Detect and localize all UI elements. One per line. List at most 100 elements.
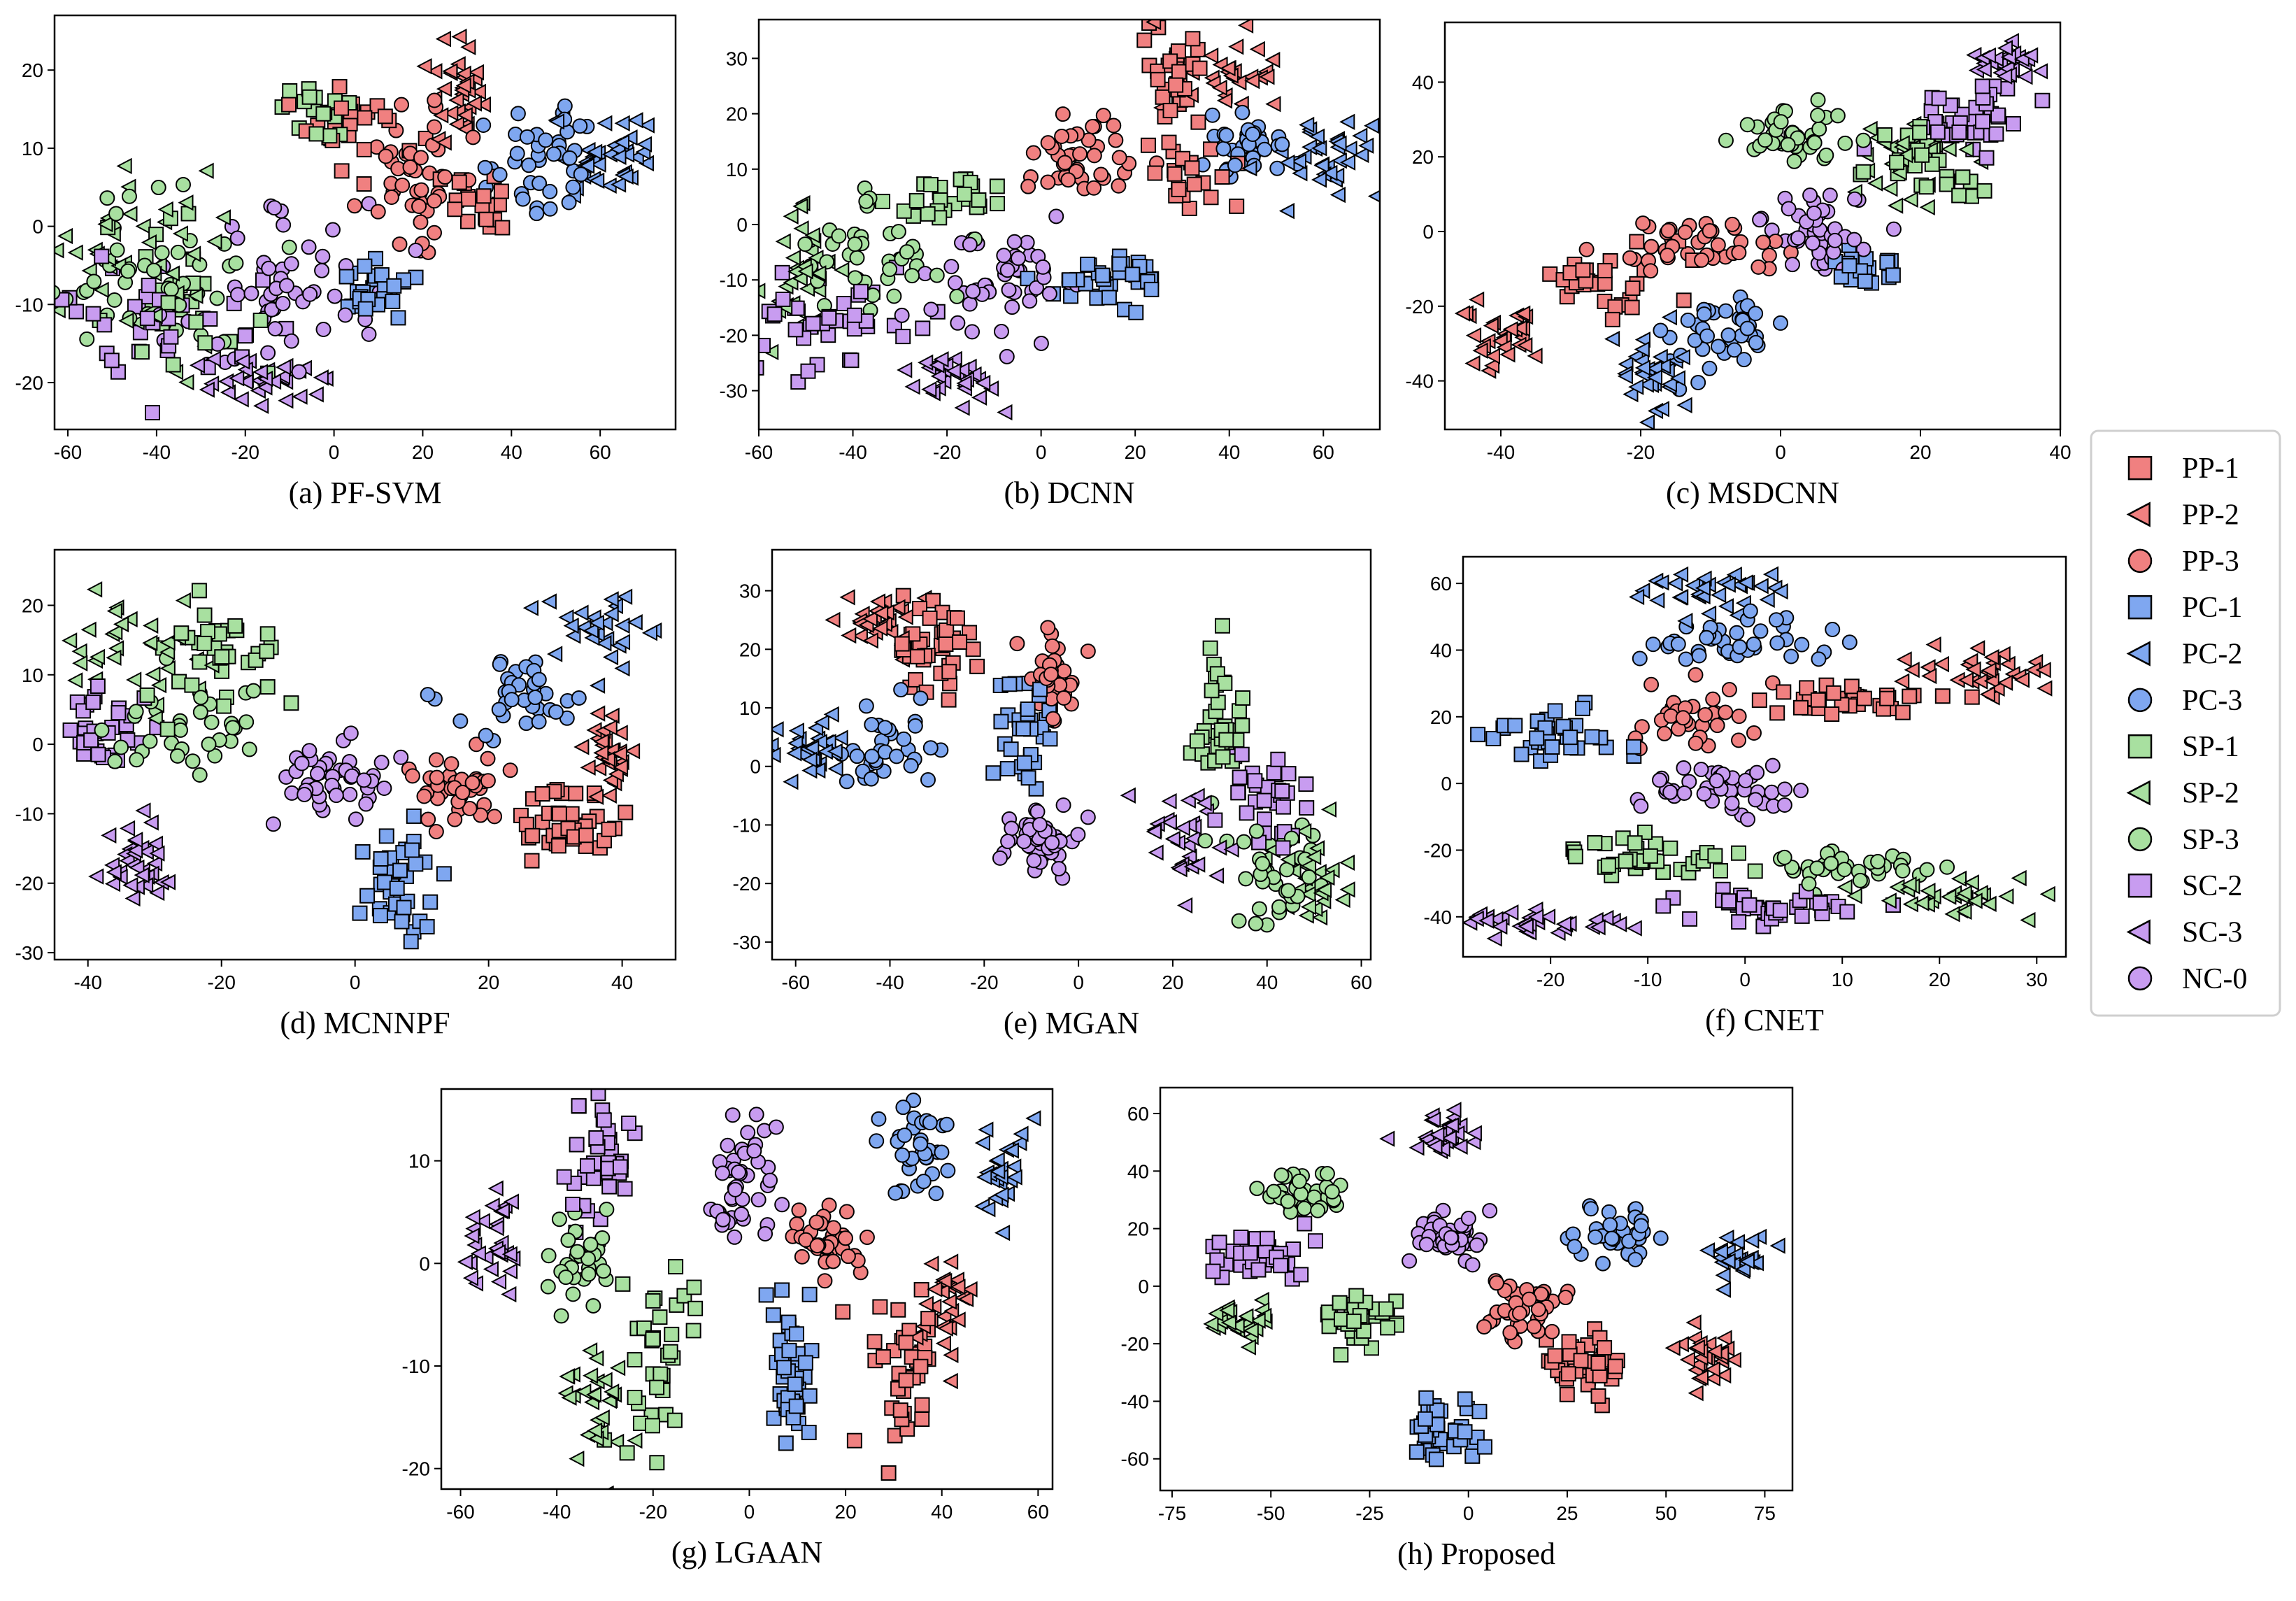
y-tick-label: -10: [720, 269, 748, 291]
data-point-sp-3: [108, 206, 124, 222]
data-point-pc-2: [1653, 574, 1669, 591]
data-point-sp-1: [1707, 848, 1723, 864]
data-point-pp-3: [443, 756, 459, 772]
data-point-sp-2: [585, 1386, 602, 1403]
data-point-pp-3: [1697, 707, 1713, 723]
data-point-sp-2: [1958, 141, 1974, 158]
data-point-sp-1: [184, 677, 200, 693]
data-point-sp-3: [904, 268, 920, 284]
data-point-sc-2: [596, 1112, 612, 1128]
data-point-pp-1: [1192, 60, 1208, 76]
data-point-nc-0: [314, 262, 330, 278]
data-point-pc-3: [509, 145, 525, 162]
data-point-sp-1: [159, 721, 176, 737]
data-point-sp-2: [1238, 1308, 1254, 1325]
data-point-sp-2: [1339, 881, 1355, 898]
data-point-pc-2: [1676, 397, 1692, 413]
data-point-pc-2: [994, 1224, 1011, 1241]
data-point-nc-0: [1633, 798, 1649, 814]
data-point-sc-2: [569, 1137, 585, 1153]
data-point-nc-0: [715, 1211, 731, 1228]
data-point-sp-1: [165, 357, 181, 373]
data-point-pc-3: [903, 757, 919, 774]
data-point-pc-3: [1670, 636, 1686, 652]
data-point-sc-2: [2005, 115, 2021, 131]
plot-area: [759, 20, 1380, 429]
data-point-sc-2: [110, 705, 127, 721]
data-point-nc-0: [1764, 757, 1781, 774]
legend-item-pp-3: PP-3: [2127, 546, 2239, 578]
data-point-sc-2: [85, 695, 101, 711]
data-point-sc-3: [1425, 1111, 1441, 1128]
data-point-nc-0: [1050, 861, 1067, 877]
data-point-pp-1: [525, 827, 541, 844]
data-point-sp-1: [1204, 683, 1220, 699]
data-point-pp-2: [1995, 646, 2011, 663]
data-point-pc-2: [1769, 1237, 1785, 1254]
data-point-sp-2: [93, 281, 109, 299]
data-point-sp-3: [1280, 1193, 1296, 1209]
data-point-pp-2: [1244, 73, 1260, 90]
data-point-nc-0: [1028, 280, 1044, 296]
data-point-pp-2: [1706, 1343, 1723, 1360]
data-point-sp-2: [1208, 1305, 1224, 1322]
x-tick-label: -40: [74, 972, 102, 993]
data-point-sp-3: [580, 1266, 597, 1282]
x-tick-label: 40: [611, 972, 633, 993]
data-point-sp-2: [1253, 1291, 1269, 1309]
data-point-sc-2: [139, 311, 155, 327]
data-point-sp-2: [783, 208, 799, 225]
data-point-nc-0: [315, 248, 331, 264]
legend-label: PC-1: [2182, 592, 2242, 624]
data-point-sp-2: [792, 198, 808, 215]
data-point-pp-3: [455, 785, 471, 801]
y-tick-label: 0: [750, 756, 761, 778]
data-point-pp-2: [852, 627, 868, 644]
data-point-sp-2: [185, 246, 201, 262]
data-point-sp-2: [113, 616, 129, 633]
data-point-pp-1: [601, 821, 617, 837]
data-point-pp-1: [922, 610, 938, 626]
data-point-pc-3: [893, 682, 909, 698]
data-point-sp-2: [785, 249, 801, 266]
data-point-sc-2: [1655, 898, 1671, 914]
data-point-pc-2: [1003, 1142, 1019, 1159]
data-point-sc-3: [124, 890, 141, 907]
x-tick-label: -60: [446, 1501, 474, 1523]
data-point-sc-2: [1951, 124, 1967, 141]
data-point-sc-2: [805, 315, 821, 332]
data-point-sc-3: [265, 373, 282, 390]
data-point-sc-2: [1978, 150, 1995, 166]
data-point-pc-3: [864, 748, 880, 764]
data-point-pp-2: [862, 611, 878, 627]
y-tick-label: 20: [22, 59, 43, 81]
data-point-nc-0: [294, 755, 310, 771]
data-point-sp-1: [216, 698, 232, 714]
data-point-pc-2: [1672, 566, 1689, 583]
data-point-pp-3: [413, 150, 429, 166]
data-point-sp-1: [1914, 147, 1930, 163]
data-point-sp-3: [209, 290, 225, 306]
data-point-sc-3: [1997, 68, 2013, 85]
data-point-sp-2: [1897, 147, 1913, 164]
data-point-pc-3: [477, 159, 493, 176]
data-point-sp-3: [890, 224, 906, 240]
data-point-pp-1: [914, 1397, 930, 1413]
data-point-pp-2: [1965, 661, 1981, 678]
y-tick-label: -10: [15, 294, 43, 315]
data-point-pc-2: [1617, 368, 1633, 385]
y-tick-label: 0: [1422, 221, 1434, 243]
data-point-pc-3: [858, 698, 874, 714]
data-point-sc-3: [2023, 47, 2039, 64]
data-point-pp-2: [1515, 305, 1531, 322]
data-point-sp-1: [1231, 703, 1247, 719]
data-point-pp-3: [1521, 1291, 1537, 1307]
data-point-sp-2: [159, 634, 176, 651]
data-point-sp-1: [1877, 127, 1893, 143]
data-point-pc-1: [1101, 290, 1117, 306]
data-point-pc-1: [788, 1326, 804, 1342]
data-point-sp-3: [106, 292, 122, 308]
data-point-nc-0: [1469, 1237, 1485, 1253]
data-point-pp-2: [1704, 1361, 1720, 1378]
data-point-sc-3: [229, 370, 245, 387]
